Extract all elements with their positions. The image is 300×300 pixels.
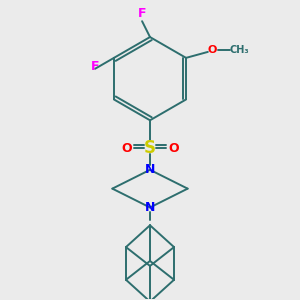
- Text: O: O: [121, 142, 131, 154]
- Text: N: N: [145, 163, 155, 176]
- Text: S: S: [144, 139, 156, 157]
- Text: CH₃: CH₃: [230, 45, 249, 55]
- Text: N: N: [145, 201, 155, 214]
- Text: O: O: [207, 45, 217, 55]
- Text: F: F: [138, 7, 146, 20]
- Text: F: F: [91, 60, 99, 73]
- Text: O: O: [169, 142, 179, 154]
